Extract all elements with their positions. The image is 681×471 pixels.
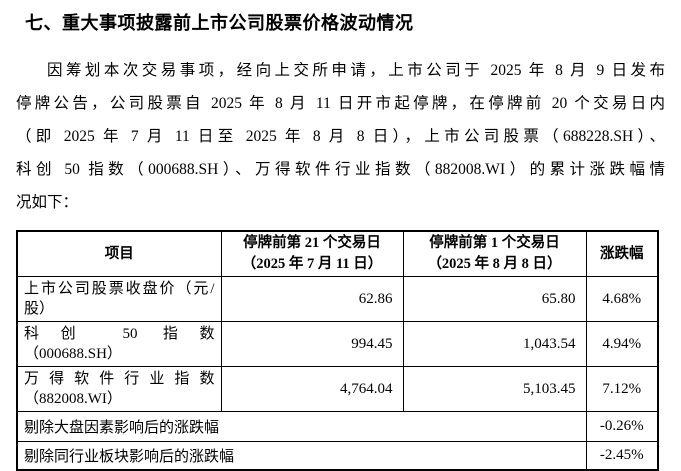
star50-change-value: 4.94% [585,321,659,367]
table-row-excl-industry-sector: 剔除同行业板块影响后的涨跌幅 -2.45% [16,441,659,470]
wind-software-day1-value: 5,103.45 [402,366,587,412]
paragraph-line: 科创 50 指数（000688.SH）、万得软件行业指数（882008.WI）的… [16,161,665,178]
row-label-close-price: 上市公司股票收盘价（元/ 股） [16,276,222,322]
paragraph-line: （即 2025 年 7 月 11 日至 2025 年 8 月 8 日），上市公司… [16,128,665,145]
table-row-wind-software-index: 万得软件行业指数 （882008.WI） 4,764.04 5,103.45 7… [16,366,659,412]
wind-software-change-value: 7.12% [585,366,659,412]
close-price-day21-value: 62.86 [220,276,404,322]
wind-software-day21-value: 4,764.04 [220,366,404,412]
intro-paragraph: 因筹划本次交易事项，经向上交所申请，上市公司于 2025 年 8 月 9 日发布… [16,54,665,219]
col-header-day1-line2: （2025 年 8 月 8 日） [427,256,562,272]
table-row-close-price: 上市公司股票收盘价（元/ 股） 62.86 65.80 4.68% [16,276,659,322]
col-header-day1-line1: 停牌前第 1 个交易日 [429,235,560,251]
table-header-row: 项目 停牌前第 21 个交易日 （2025 年 7 月 11 日） 停牌前第 1… [16,230,659,277]
table-row-excl-market-factor: 剔除大盘因素影响后的涨跌幅 -0.26% [16,411,659,442]
col-header-day21: 停牌前第 21 个交易日 （2025 年 7 月 11 日） [220,230,404,277]
star50-day1-value: 1,043.54 [402,321,587,367]
price-change-table: 项目 停牌前第 21 个交易日 （2025 年 7 月 11 日） 停牌前第 1… [16,230,659,471]
star50-day21-value: 994.45 [220,321,404,367]
col-header-day21-line2: （2025 年 7 月 11 日） [241,256,383,272]
col-header-change: 涨跌幅 [585,230,659,277]
excl-market-factor-change-value: -0.26% [585,411,659,442]
table-row-star50-index: 科创 50 指数 （000688.SH） 994.45 1,043.54 4.9… [16,321,659,367]
paragraph-line: 因筹划本次交易事项，经向上交所申请，上市公司于 2025 年 8 月 9 日发布 [47,62,665,79]
col-header-day1: 停牌前第 1 个交易日 （2025 年 8 月 8 日） [402,230,587,277]
paragraph-line: 况如下： [16,194,79,211]
row-label-wind-software-index: 万得软件行业指数 （882008.WI） [16,366,222,412]
paragraph-line: 停牌公告，公司股票自 2025 年 8 月 11 日开市起停牌，在停牌前 20 … [16,95,665,112]
col-header-item: 项目 [16,230,222,277]
close-price-change-value: 4.68% [585,276,659,322]
close-price-day1-value: 65.80 [402,276,587,322]
row-label-excl-industry-sector: 剔除同行业板块影响后的涨跌幅 [16,441,587,470]
section-title: 七、重大事项披露前上市公司股票价格波动情况 [25,13,414,33]
row-label-star50-index: 科创 50 指数 （000688.SH） [16,321,222,367]
col-header-day21-line1: 停牌前第 21 个交易日 [243,235,381,251]
row-label-excl-market-factor: 剔除大盘因素影响后的涨跌幅 [16,411,587,442]
excl-industry-sector-change-value: -2.45% [585,441,659,470]
